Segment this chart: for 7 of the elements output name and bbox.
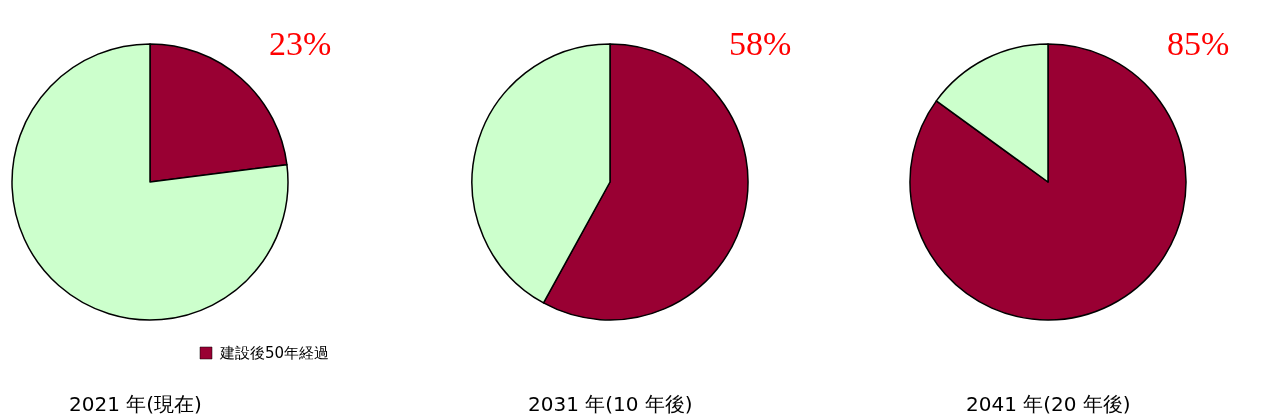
data-label: 58% [729, 25, 792, 62]
text: 2021 年(現在) [69, 392, 202, 416]
text: 2041 年(20 年後) [966, 392, 1131, 416]
text: 2031 年(10 年後) [528, 392, 693, 416]
legend-label: 建設後50年経過 [219, 344, 330, 362]
data-label: 85% [1167, 25, 1230, 62]
data-label: 23% [269, 25, 332, 62]
